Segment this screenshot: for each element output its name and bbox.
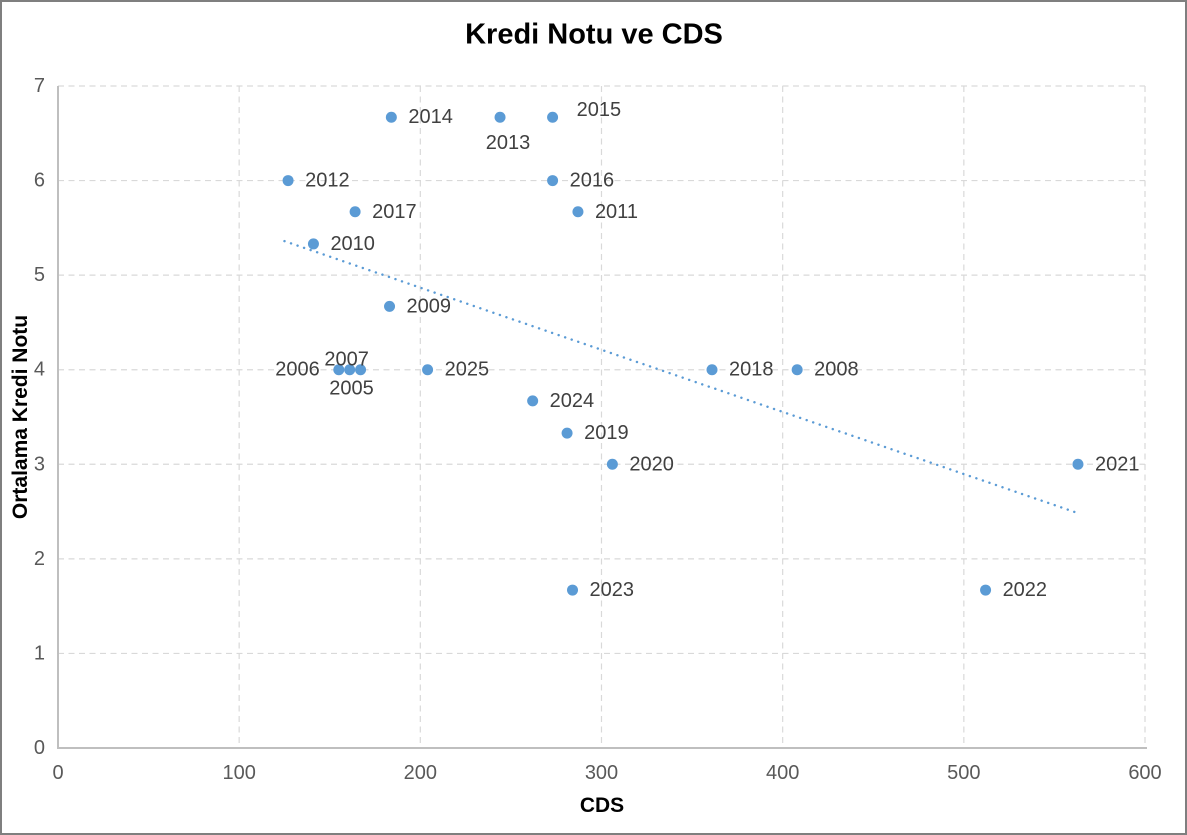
x-tick-label: 400 (766, 762, 799, 784)
data-point (572, 206, 584, 218)
data-point-label: 2022 (1003, 579, 1047, 601)
data-point (547, 175, 559, 187)
data-point-label: 2025 (445, 359, 490, 381)
y-tick-label: 1 (34, 642, 45, 664)
data-point (980, 584, 992, 596)
data-point (494, 111, 506, 123)
y-tick-label: 3 (34, 453, 45, 475)
data-point-label: 2017 (372, 201, 417, 223)
data-point (606, 458, 618, 470)
data-point-label: 2023 (590, 579, 635, 601)
data-point-label: 2007 (324, 349, 369, 371)
y-tick-label: 5 (34, 264, 45, 286)
data-point (547, 111, 559, 123)
y-tick-label: 6 (34, 170, 45, 192)
x-tick-label: 500 (947, 762, 980, 784)
data-point-label: 2013 (486, 132, 531, 154)
data-point-label: 2016 (570, 170, 615, 192)
chart-title: Kredi Notu ve CDS (465, 18, 723, 51)
data-point (567, 584, 579, 596)
data-point-label: 2012 (305, 170, 350, 192)
data-point (307, 238, 319, 250)
data-point-label: 2020 (629, 453, 674, 475)
data-point (333, 364, 345, 376)
x-tick-label: 100 (222, 762, 255, 784)
data-point-label: 2018 (729, 359, 774, 381)
data-point-label: 2015 (577, 99, 622, 121)
x-tick-label: 0 (52, 762, 63, 784)
data-point-label: 2006 (275, 359, 320, 381)
data-point (355, 364, 367, 376)
data-point-label: 2009 (407, 295, 452, 317)
data-point (561, 427, 573, 439)
trendline (283, 239, 1078, 514)
y-axis-title: Ortalama Kredi Notu (9, 314, 32, 520)
data-point-label: 2014 (408, 106, 453, 128)
data-point (344, 364, 356, 376)
data-point (384, 300, 396, 312)
data-point-label: 2019 (584, 422, 629, 444)
data-point (706, 364, 718, 376)
x-tick-label: 600 (1128, 762, 1161, 784)
data-point (527, 395, 539, 407)
y-tick-label: 7 (34, 75, 45, 97)
x-axis-title: CDS (579, 794, 625, 817)
data-point-label: 2010 (330, 233, 375, 255)
data-point-label: 2021 (1095, 453, 1140, 475)
y-tick-label: 4 (34, 359, 45, 381)
data-point (349, 206, 361, 218)
data-point-label: 2011 (595, 201, 638, 223)
data-point (422, 364, 434, 376)
y-tick-label: 2 (34, 548, 45, 570)
data-point-label: 2024 (550, 390, 595, 412)
data-point (791, 364, 803, 376)
x-tick-label: 200 (404, 762, 437, 784)
data-point (282, 175, 294, 187)
data-point (385, 111, 397, 123)
data-point-label: 2005 (329, 378, 374, 400)
x-tick-label: 300 (585, 762, 618, 784)
data-point-label: 2008 (814, 359, 859, 381)
y-tick-label: 0 (34, 737, 45, 759)
data-point (1072, 458, 1084, 470)
